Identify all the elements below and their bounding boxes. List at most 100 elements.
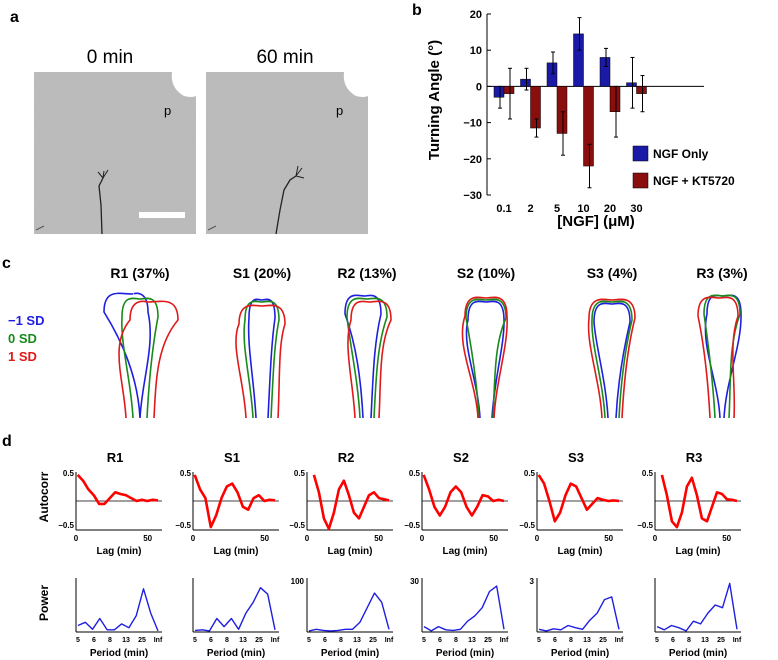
bar-ytick-label: −10 bbox=[463, 118, 482, 130]
power-xtick: 8 bbox=[687, 637, 691, 644]
power-panel: 30 5 6 8 13 25 Inf Period (min) bbox=[410, 577, 509, 659]
autocorr-ylabel: Autocorr bbox=[37, 471, 51, 522]
shape-outline bbox=[344, 294, 382, 419]
power-xtick: 6 bbox=[92, 637, 96, 644]
power-xtick: 13 bbox=[468, 637, 476, 644]
bar-ytick-label: −20 bbox=[463, 154, 482, 166]
power-panel: 100 5 6 8 13 25 Inf Period (min) bbox=[291, 577, 394, 659]
shape-outline bbox=[346, 297, 388, 419]
autocorr-title: S3 bbox=[568, 450, 584, 465]
power-xtick: 6 bbox=[323, 637, 327, 644]
power-xtick: Inf bbox=[733, 637, 742, 644]
bar bbox=[626, 82, 637, 87]
shape-legend-label: 1 SD bbox=[8, 349, 37, 364]
bar-xtick-label: 0.1 bbox=[496, 203, 511, 215]
bar bbox=[609, 86, 621, 112]
power-panel: 3 5 6 8 13 25 Inf Period (min) bbox=[530, 577, 624, 659]
power-xtick: Inf bbox=[271, 637, 280, 644]
shape-outline bbox=[118, 300, 179, 419]
shape-legend: −1 SD 0 SD 1 SD bbox=[8, 313, 45, 364]
autocorr-ytick: 0.5 bbox=[180, 469, 192, 478]
autocorr-ytick: −0.5 bbox=[58, 521, 74, 530]
bar-ytick-label: 10 bbox=[470, 45, 482, 57]
legend-label: NGF Only bbox=[653, 147, 709, 161]
power-xtick: 5 bbox=[422, 637, 426, 644]
autocorr-ytick: −0.5 bbox=[637, 521, 653, 530]
power-xtick: 8 bbox=[225, 637, 229, 644]
power-xlabel: Period (min) bbox=[207, 648, 265, 659]
autocorr-ytick: 0.5 bbox=[524, 469, 536, 478]
autocorr-title: R1 bbox=[107, 450, 124, 465]
micrograph-left-label: 0 min bbox=[87, 47, 133, 68]
power-xtick: 6 bbox=[671, 637, 675, 644]
autocorr-title: S2 bbox=[453, 450, 469, 465]
power-xtick: 13 bbox=[122, 637, 130, 644]
shape-outline bbox=[591, 300, 633, 419]
power-xtick: 5 bbox=[655, 637, 659, 644]
autocorr-xlabel: Lag (min) bbox=[676, 546, 721, 557]
autocorr-ytick: 0.5 bbox=[294, 469, 306, 478]
autocorr-ytick: 0.5 bbox=[409, 469, 421, 478]
bar bbox=[503, 86, 515, 94]
power-panel: 5 6 8 13 25 Inf Period (min) bbox=[75, 578, 163, 659]
power-ytick: 100 bbox=[291, 577, 305, 586]
bar bbox=[530, 86, 541, 129]
shape-outline bbox=[465, 300, 505, 419]
bar-ylabel: Turning Angle (°) bbox=[426, 40, 443, 160]
power-xtick: 5 bbox=[76, 637, 80, 644]
autocorr-ytick: 0.5 bbox=[63, 469, 75, 478]
power-xtick: Inf bbox=[615, 637, 624, 644]
power-curve bbox=[423, 585, 505, 632]
power-xtick: 13 bbox=[701, 637, 709, 644]
shape-outline bbox=[697, 296, 739, 419]
autocorr-ytick: −0.5 bbox=[519, 521, 535, 530]
bar bbox=[520, 78, 531, 87]
shape-legend-label: −1 SD bbox=[8, 313, 45, 328]
panel-a-letter: a bbox=[10, 9, 19, 26]
autocorr-xtick: 0 bbox=[305, 534, 310, 543]
autocorr-xtick: 0 bbox=[191, 534, 196, 543]
bar-ytick-label: 20 bbox=[470, 9, 482, 21]
bar bbox=[573, 33, 584, 87]
autocorr-xlabel: Lag (min) bbox=[558, 546, 603, 557]
power-xtick: 13 bbox=[353, 637, 361, 644]
panel-d-letter: d bbox=[2, 433, 12, 450]
scale-bar bbox=[139, 212, 185, 218]
autocorr-xlabel: Lag (min) bbox=[328, 546, 373, 557]
autocorr-ytick: 0.5 bbox=[642, 469, 654, 478]
power-xtick: 6 bbox=[209, 637, 213, 644]
shape-outline bbox=[704, 294, 742, 419]
panel-c: c −1 SD 0 SD 1 SD R1 (37%) S1 (20%) R2 (13%)… bbox=[2, 255, 748, 419]
power-xtick: Inf bbox=[500, 637, 509, 644]
power-ylabel: Power bbox=[37, 585, 51, 621]
power-curve bbox=[308, 592, 390, 632]
autocorr-ytick: −0.5 bbox=[175, 521, 191, 530]
bar-xlabel: [NGF] (μM) bbox=[557, 213, 634, 230]
micrograph-60min: p bbox=[206, 72, 368, 235]
power-xlabel: Period (min) bbox=[90, 648, 148, 659]
shape-outline bbox=[593, 302, 631, 419]
power-xtick: 25 bbox=[255, 637, 263, 644]
power-xtick: 25 bbox=[138, 637, 146, 644]
legend-swatch bbox=[632, 172, 649, 189]
autocorr-xlabel: Lag (min) bbox=[214, 546, 259, 557]
autocorr-curve bbox=[193, 474, 276, 529]
autocorr-xtick: 50 bbox=[374, 534, 383, 543]
shape-outline bbox=[461, 296, 508, 419]
power-curve bbox=[77, 588, 159, 632]
power-xtick: 8 bbox=[569, 637, 573, 644]
bar-ytick-label: 0 bbox=[476, 81, 482, 93]
power-curve bbox=[194, 587, 276, 632]
panel-b-letter: b bbox=[412, 2, 422, 19]
bar bbox=[546, 62, 558, 87]
autocorr-title: S1 bbox=[224, 450, 240, 465]
shape-mode-title: R1 (37%) bbox=[110, 265, 169, 281]
power-curve bbox=[656, 582, 738, 632]
power-xtick: 5 bbox=[537, 637, 541, 644]
autocorr-title: R3 bbox=[686, 450, 703, 465]
power-xtick: 13 bbox=[239, 637, 247, 644]
